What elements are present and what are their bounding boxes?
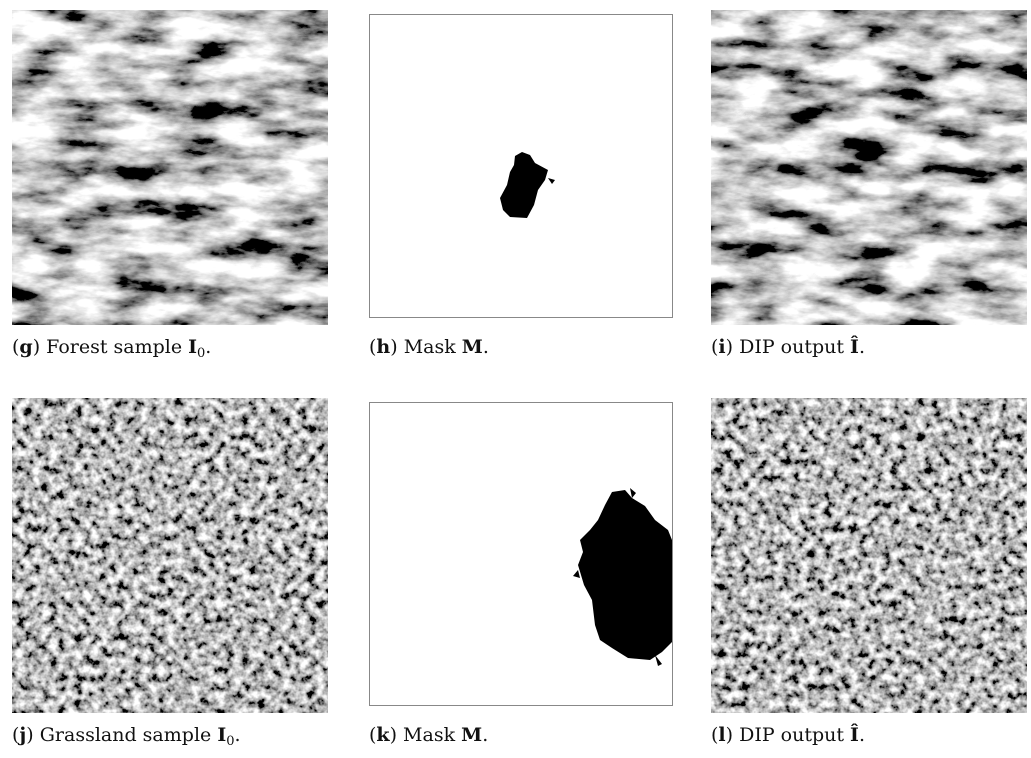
- caption: (i) DIP output Î.: [711, 336, 865, 358]
- caption-text: Î: [850, 336, 859, 358]
- caption-text: Î: [850, 724, 859, 746]
- caption-text: M: [461, 724, 482, 746]
- panel-label: k: [376, 724, 389, 746]
- dip-output-image: [711, 10, 1027, 325]
- caption: (h) Mask M.: [369, 336, 489, 358]
- caption-text: .: [234, 724, 240, 746]
- caption-text: I: [188, 336, 197, 358]
- forest-image: [12, 10, 328, 325]
- caption-text: .: [859, 336, 865, 358]
- dip-output-image: [711, 398, 1027, 713]
- caption: (g) Forest sample I0.: [12, 336, 211, 361]
- caption-text: ) Mask: [390, 724, 462, 746]
- caption-text: ) Grassland sample: [26, 724, 217, 746]
- caption: (k) Mask M.: [369, 724, 488, 746]
- figure: [0, 0, 1031, 758]
- panel-label: l: [718, 724, 725, 746]
- caption-text: ) DIP output: [726, 724, 850, 746]
- caption: (j) Grassland sample I0.: [12, 724, 241, 749]
- caption-text: .: [483, 336, 489, 358]
- caption-text: ) DIP output: [726, 336, 850, 358]
- caption-text: I: [217, 724, 226, 746]
- caption-text: ) Forest sample: [33, 336, 188, 358]
- caption: (l) DIP output Î.: [711, 724, 865, 746]
- panel-label: h: [376, 336, 390, 358]
- grassland-image: [12, 398, 328, 713]
- caption-text: M: [462, 336, 483, 358]
- caption-text: .: [859, 724, 865, 746]
- panel-label: i: [718, 336, 725, 358]
- caption-text: ) Mask: [390, 336, 462, 358]
- caption-text: .: [482, 724, 488, 746]
- caption-text: .: [205, 336, 211, 358]
- figure-page: (g) Forest sample I0. (h) Mask M. (i) DIP …: [0, 0, 1031, 758]
- panel-label: g: [19, 336, 32, 358]
